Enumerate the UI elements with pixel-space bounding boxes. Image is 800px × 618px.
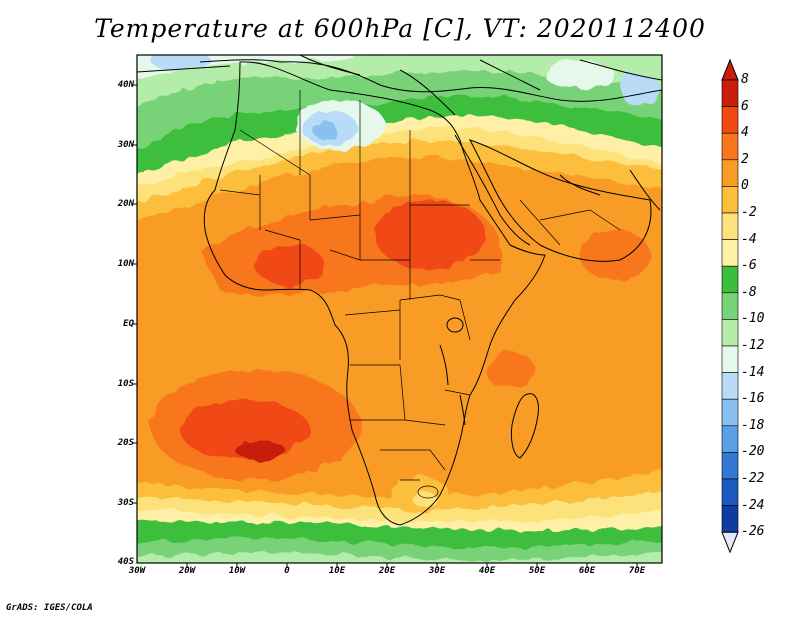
- colorbar-swatch-8: [721, 292, 739, 320]
- colorbar-swatch-2: [721, 132, 739, 161]
- colorbar-bottom-arrow: [721, 531, 739, 554]
- lat-label-20s: 20S: [117, 438, 134, 448]
- coastlines: [137, 55, 662, 526]
- colorbar-label: -22: [741, 471, 765, 486]
- lon-label-20w: 20W: [178, 566, 196, 576]
- colorbar-swatch-16: [721, 505, 739, 533]
- colorbar-label: 4: [741, 125, 749, 141]
- colorbar-label: -10: [741, 311, 765, 327]
- lat-label-40n: 40N: [117, 80, 134, 90]
- colorbar-label: 6: [741, 98, 749, 114]
- colorbar-swatch-14: [721, 452, 739, 480]
- colorbar-label: 8: [741, 72, 749, 87]
- lon-label-30e: 30E: [428, 566, 446, 576]
- colorbar-label: -14: [741, 364, 765, 380]
- lat-label-eq: EQ: [123, 319, 134, 329]
- colorbar-label: -24: [741, 497, 765, 513]
- colorbar-label: -4: [741, 231, 757, 247]
- lon-label-70e: 70E: [628, 566, 646, 576]
- colorbar-swatch-3: [721, 159, 739, 187]
- country-borders: [219, 90, 621, 499]
- credit-text: GrADS: IGES/COLA: [6, 603, 93, 613]
- lat-label-40s: 40S: [117, 557, 134, 567]
- colorbar-swatch-11: [721, 372, 739, 400]
- colorbar-swatch-0: [721, 79, 739, 107]
- colorbar-label: -26: [741, 524, 765, 540]
- colorbar-label: -18: [741, 417, 765, 433]
- lon-label-40e: 40E: [478, 566, 496, 576]
- plot-frame: [136, 54, 663, 564]
- colorbar-swatch-6: [721, 239, 739, 267]
- lon-label-10e: 10E: [328, 566, 346, 576]
- lat-label-10s: 10S: [117, 379, 134, 389]
- lat-label-20n: 20N: [117, 199, 134, 209]
- lon-label-50e: 50E: [528, 566, 546, 576]
- colorbar-swatch-9: [721, 319, 739, 347]
- colorbar-swatch-5: [721, 212, 739, 240]
- colorbar: [721, 58, 739, 554]
- colorbar-label: -2: [741, 205, 757, 220]
- colorbar-label: -12: [741, 338, 765, 353]
- temperature-field: [137, 55, 662, 563]
- colorbar-top-arrow: [721, 58, 739, 81]
- colorbar-label: -20: [741, 444, 765, 460]
- lat-label-30n: 30N: [117, 140, 134, 150]
- lon-label-20e: 20E: [378, 566, 396, 576]
- colorbar-label: -16: [741, 391, 765, 407]
- lon-label-60e: 60E: [578, 566, 596, 576]
- lat-label-30s: 30S: [117, 498, 134, 508]
- lon-label-30w: 30W: [128, 566, 146, 576]
- map-title: Temperature at 600hPa [C], VT: 202011240…: [94, 14, 706, 43]
- lat-label-10n: 10N: [117, 259, 134, 269]
- lon-label-10w: 10W: [228, 566, 246, 576]
- colorbar-label: 0: [741, 178, 749, 194]
- colorbar-swatch-10: [721, 345, 739, 373]
- colorbar-label: -8: [741, 284, 757, 300]
- colorbar-swatch-13: [721, 425, 739, 453]
- colorbar-label: 2: [741, 151, 749, 167]
- colorbar-swatch-15: [721, 478, 739, 506]
- colorbar-swatch-4: [721, 186, 739, 214]
- colorbar-swatch-1: [721, 106, 739, 134]
- colorbar-swatch-7: [721, 265, 739, 294]
- lon-label-0: 0: [284, 566, 290, 576]
- axis-ticks: [132, 84, 638, 568]
- colorbar-swatch-12: [721, 398, 739, 427]
- colorbar-label: -6: [741, 258, 757, 274]
